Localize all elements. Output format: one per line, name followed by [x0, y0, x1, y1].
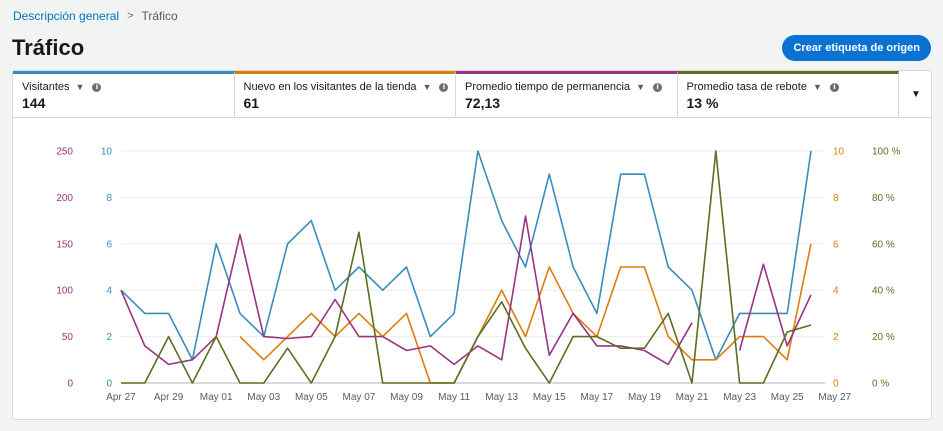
info-icon[interactable]: i — [92, 82, 102, 92]
axis-tick-label-visitors: 4 — [106, 286, 112, 297]
axis-tick-label-visitors: 10 — [101, 147, 113, 158]
axis-tick-label-time: 150 — [56, 239, 73, 250]
info-icon[interactable]: i — [829, 82, 839, 92]
axis-tick-label-bounce: 100 % — [872, 147, 900, 158]
breadcrumb-parent-link[interactable]: Descripción general — [13, 9, 120, 23]
x-tick-label: May 17 — [580, 392, 613, 403]
x-tick-label: Apr 27 — [106, 392, 136, 403]
axis-tick-label-bounce: 60 % — [872, 239, 895, 250]
series-line-time — [738, 263, 812, 351]
create-source-tag-button[interactable]: Crear etiqueta de origen — [782, 35, 931, 61]
axis-tick-label-visitors: 8 — [106, 193, 112, 204]
x-tick-label: May 27 — [818, 392, 851, 403]
axis-tick-label-time: 100 — [56, 286, 73, 297]
axis-tick-label-time: 250 — [56, 147, 73, 158]
chevron-down-icon[interactable]: ▼ — [911, 88, 921, 100]
axis-tick-label-new: 8 — [833, 193, 839, 204]
axis-tick-label-new: 6 — [833, 239, 839, 250]
axis-tick-label-time: 0 — [67, 379, 73, 390]
info-icon[interactable]: i — [653, 82, 663, 92]
x-tick-label: May 19 — [628, 392, 661, 403]
x-tick-label: Apr 29 — [154, 392, 184, 403]
axis-tick-label-bounce: 40 % — [872, 286, 895, 297]
x-tick-label: May 21 — [676, 392, 709, 403]
x-tick-label: May 15 — [533, 392, 566, 403]
x-tick-label: May 23 — [723, 392, 756, 403]
info-icon[interactable]: i — [439, 82, 449, 92]
x-tick-label: May 05 — [295, 392, 328, 403]
axis-tick-label-bounce: 80 % — [872, 193, 895, 204]
tab-visitors[interactable]: Visitantes ▼ i 144 — [13, 71, 235, 117]
tab-visitors-value: 144 — [22, 95, 46, 111]
tab-avg-time[interactable]: Promedio tiempo de permanencia ▼ i 72,13 — [456, 71, 678, 117]
series-line-visitors — [120, 150, 812, 361]
tab-avg-time-value: 72,13 — [465, 95, 501, 111]
axis-tick-label-new: 4 — [833, 286, 839, 297]
series-line-bounce — [121, 150, 812, 384]
x-tick-label: May 01 — [200, 392, 233, 403]
breadcrumb-current: Tráfico — [141, 9, 178, 23]
tab-visitors-label: Visitantes — [22, 81, 70, 93]
axis-tick-label-bounce: 20 % — [872, 332, 895, 343]
tab-bounce-rate-label: Promedio tasa de rebote — [686, 81, 807, 93]
x-tick-label: May 07 — [343, 392, 376, 403]
axis-tick-label-bounce: 0 % — [872, 379, 889, 390]
tab-bounce-rate[interactable]: Promedio tasa de rebote ▼ i 13 % — [677, 71, 899, 117]
chevron-down-icon[interactable]: ▼ — [75, 82, 85, 92]
chevron-down-icon[interactable]: ▼ — [636, 82, 646, 92]
chevron-right-icon: > — [127, 10, 134, 22]
x-tick-label: May 09 — [390, 392, 423, 403]
tab-new-visitors-label: Nuevo en los visitantes de la tienda — [243, 81, 417, 93]
traffic-panel: Visitantes ▼ i 144 Nuevo en los visitant… — [12, 70, 932, 420]
tab-avg-time-label: Promedio tiempo de permanencia — [465, 81, 631, 93]
chevron-down-icon[interactable]: ▼ — [812, 82, 822, 92]
axis-tick-label-visitors: 6 — [106, 239, 112, 250]
tab-new-visitors[interactable]: Nuevo en los visitantes de la tienda ▼ i… — [234, 71, 456, 117]
x-tick-label: May 03 — [247, 392, 280, 403]
axis-tick-label-time: 50 — [62, 332, 74, 343]
breadcrumb: Descripción general > Tráfico — [13, 9, 178, 23]
metric-tabs: Visitantes ▼ i 144 Nuevo en los visitant… — [13, 71, 931, 118]
tab-new-visitors-value: 61 — [243, 95, 260, 111]
axis-tick-label-new: 10 — [833, 147, 845, 158]
x-tick-label: May 25 — [771, 392, 804, 403]
axis-tick-label-new: 2 — [833, 332, 839, 343]
axis-tick-label-time: 200 — [56, 193, 73, 204]
tab-bounce-rate-value: 13 % — [686, 95, 719, 111]
x-tick-label: May 13 — [485, 392, 518, 403]
axis-tick-label-visitors: 0 — [106, 379, 112, 390]
page-title: Tráfico — [12, 35, 85, 60]
x-tick-label: May 11 — [438, 392, 470, 403]
axis-tick-label-new: 0 — [833, 379, 839, 390]
chevron-down-icon[interactable]: ▼ — [422, 82, 432, 92]
axis-tick-label-visitors: 2 — [106, 332, 112, 343]
